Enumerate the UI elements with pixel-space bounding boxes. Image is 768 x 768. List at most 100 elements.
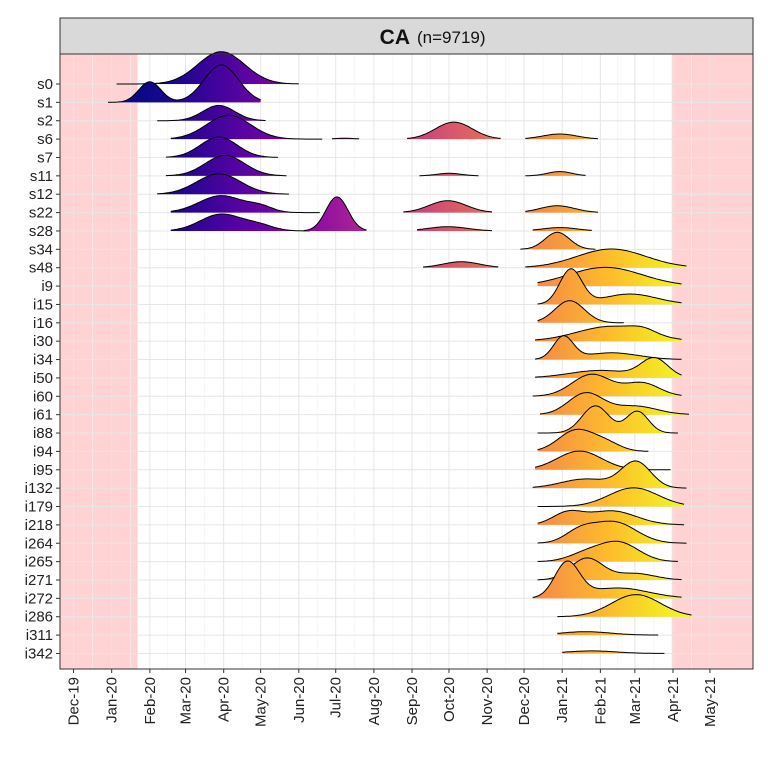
x-tick-label: Aug-20 <box>366 677 383 725</box>
ridge-line-s34 <box>520 231 596 250</box>
ridge-line-i9 <box>537 266 682 285</box>
ridge-line-i286 <box>557 594 692 618</box>
ridge-line-i342 <box>562 650 665 654</box>
ridge-line-s1 <box>107 64 261 103</box>
x-tick-label: Mar-20 <box>178 677 195 725</box>
ridge-fill-i88 <box>537 405 678 433</box>
y-tick-label: i61 <box>33 407 53 424</box>
ridge-line-i132 <box>532 460 687 489</box>
ridge-fill-s22 <box>170 195 320 213</box>
ridge-fill-i61 <box>540 392 689 415</box>
facet-strip <box>59 17 754 55</box>
ridge-fill-s7 <box>165 137 278 158</box>
y-tick-label: i179 <box>25 499 53 516</box>
ridge-line-s2 <box>157 104 266 122</box>
x-tick-label: Jan-20 <box>104 677 121 723</box>
ridge-line-i88 <box>537 405 678 434</box>
ridge-fill-s6 <box>525 134 598 140</box>
y-tick-label: i265 <box>25 554 53 571</box>
y-tick-label: i9 <box>41 278 53 295</box>
x-tick-label: Sep-20 <box>404 677 421 725</box>
y-tick-label: i342 <box>25 645 53 662</box>
ridge-line-i265 <box>537 540 678 562</box>
y-tick-label: i95 <box>33 462 53 479</box>
ridge-line-s7 <box>165 136 278 158</box>
ridge-fill-s11 <box>419 173 479 176</box>
ridge-fill-i179 <box>537 487 685 507</box>
y-tick-label: s7 <box>37 149 53 166</box>
x-tick-label: May-21 <box>702 677 719 727</box>
ridge-line-i179 <box>537 487 685 507</box>
x-tick-label: Jun-20 <box>291 677 308 723</box>
ridge-fill-s22 <box>403 200 492 213</box>
ridge-fill-i95 <box>535 451 671 470</box>
ridge-line-s28 <box>532 227 592 231</box>
y-tick-label: s0 <box>37 76 53 93</box>
y-tick-label: s11 <box>30 168 53 185</box>
ridge-fill-i272 <box>532 561 682 599</box>
ridge-line-i94 <box>537 428 649 452</box>
x-tick-label: May-20 <box>253 677 270 727</box>
x-tick-label: Jan-21 <box>554 677 571 723</box>
y-tick-label: i271 <box>25 572 53 589</box>
ridge-line-i15 <box>537 268 682 305</box>
ridge-line-s6 <box>332 137 360 140</box>
ridge-line-s6 <box>170 114 323 140</box>
y-tick-label: i94 <box>33 443 53 460</box>
x-tick-label: Dec-20 <box>516 677 533 725</box>
ridge-line-i30 <box>535 325 682 341</box>
x-tick-label: Feb-20 <box>142 677 159 725</box>
y-tick-label: i50 <box>33 370 53 387</box>
ridge-line-i272 <box>532 560 682 598</box>
ridge-fill-s11 <box>165 155 287 176</box>
y-tick-label: s34 <box>29 241 53 258</box>
ridge-line-i61 <box>540 392 690 415</box>
x-tick-label: Mar-21 <box>627 677 644 725</box>
ridge-fill-i286 <box>557 594 692 617</box>
y-tick-label: s12 <box>29 186 53 203</box>
ridge-line-i60 <box>532 373 682 397</box>
y-tick-label: i15 <box>33 296 53 313</box>
y-tick-label: s22 <box>29 205 53 222</box>
y-tick-label: i272 <box>25 590 53 607</box>
y-tick-label: i60 <box>33 388 53 405</box>
y-tick-label: i264 <box>25 535 53 552</box>
ridge-line-s28 <box>170 213 310 232</box>
x-tick-label: Dec-19 <box>66 677 83 725</box>
ridge-fill-s28 <box>303 197 367 231</box>
ridge-fill-s12 <box>157 173 289 195</box>
ridge-fill-s1 <box>108 65 261 103</box>
ridge-fill-i311 <box>557 631 659 636</box>
ridges <box>107 51 692 654</box>
shaded-periods <box>60 54 753 669</box>
x-tick-label: Apr-20 <box>216 677 233 722</box>
ridge-fill-i50 <box>535 357 682 378</box>
ridge-line-s12 <box>157 173 289 195</box>
y-tick-label: i34 <box>33 352 53 369</box>
x-tick-label: Apr-21 <box>665 677 682 722</box>
ridge-line-s22 <box>403 200 493 213</box>
y-tick-label: i88 <box>33 425 53 442</box>
x-axis: Dec-19 Jan-20 Feb-20 Mar-20 Apr-20 May-20 Jun-… <box>66 669 719 727</box>
y-tick-label: i286 <box>25 609 53 626</box>
ridge-fill-s34 <box>520 232 596 250</box>
ridge-fill-i60 <box>532 374 682 397</box>
ridge-line-s28 <box>303 196 367 232</box>
ridge-line-s6 <box>407 121 501 139</box>
ridge-fill-i265 <box>537 541 678 562</box>
ridge-fill-s2 <box>157 105 266 121</box>
ridge-line-s6 <box>525 133 598 140</box>
ridge-line-s11 <box>419 172 479 177</box>
ridge-fill-s6 <box>170 115 323 140</box>
y-tick-label: i218 <box>25 517 53 534</box>
x-tick-label: Oct-20 <box>441 677 458 722</box>
y-tick-label: s28 <box>29 223 53 240</box>
ridge-line-s22 <box>525 205 598 213</box>
ridge-line-s28 <box>416 226 492 232</box>
ridge-line-i50 <box>535 356 682 378</box>
ridge-fill-s48 <box>525 249 687 268</box>
ridge-fill-i132 <box>532 460 687 489</box>
facet-subtitle: (n=9719) <box>417 28 486 47</box>
